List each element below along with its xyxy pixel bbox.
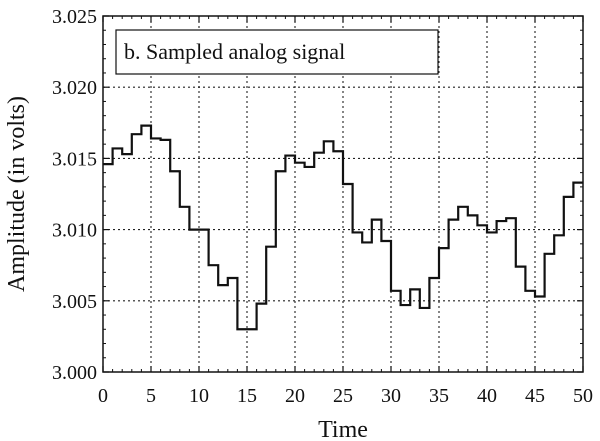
legend-frame [115, 29, 439, 75]
x-tick-label: 40 [477, 385, 497, 407]
y-axis-label: Amplitude (in volts) [4, 96, 30, 292]
signal-step-line [103, 124, 583, 331]
x-tick-label: 0 [98, 385, 108, 407]
x-tick-label: 50 [573, 385, 593, 407]
x-tick-label: 45 [525, 385, 545, 407]
x-tick-label: 30 [381, 385, 401, 407]
x-tick-label: 20 [285, 385, 305, 407]
x-tick-label: 5 [146, 385, 156, 407]
legend-title: b. Sampled analog signal [124, 39, 345, 64]
x-tick-label: 35 [429, 385, 449, 407]
y-tick-label: 3.025 [52, 6, 97, 28]
y-axis-ticks: 3.000 3.005 3.010 3.015 3.020 3.025 [52, 6, 583, 384]
x-tick-label: 15 [237, 385, 257, 407]
y-tick-label: 3.005 [52, 291, 97, 313]
y-tick-label: 3.015 [52, 148, 97, 170]
legend-box: b. Sampled analog signal [115, 29, 439, 75]
y-tick-label: 3.000 [52, 362, 97, 384]
x-axis-ticks: 0 5 10 15 20 25 30 35 40 45 50 [98, 16, 593, 407]
x-axis-label: Time [318, 417, 368, 441]
y-tick-label: 3.020 [52, 77, 97, 99]
y-tick-label: 3.010 [52, 220, 97, 242]
x-tick-label: 10 [189, 385, 209, 407]
x-tick-label: 25 [333, 385, 353, 407]
